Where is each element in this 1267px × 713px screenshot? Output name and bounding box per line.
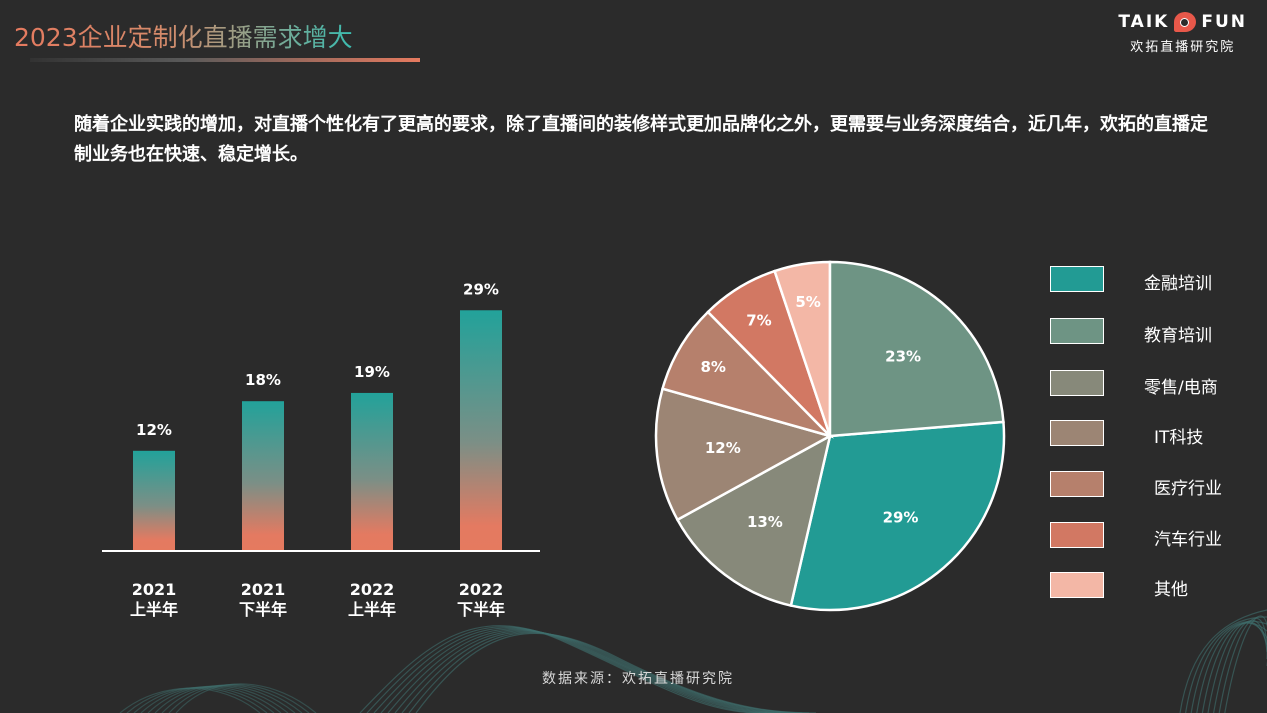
pie-slice [675,433,832,608]
pie-slice [789,420,1006,612]
title-underline [30,58,420,62]
wave-line [154,684,296,713]
pie-value-label: 13% [747,513,783,531]
pie-slice [828,260,1005,438]
legend-swatch [1050,370,1104,396]
wave-line [1213,619,1267,713]
legend-swatch [1050,266,1104,292]
legend-label: 医疗行业 [1154,479,1222,499]
legend-label: 其他 [1154,580,1188,600]
wave-line [126,687,268,713]
legend-swatch [1050,522,1104,548]
x-tick-label: 2022 [350,580,395,599]
x-tick-label: 2021 [241,580,286,599]
pie-slice [661,310,835,439]
legend-label: IT科技 [1154,428,1204,448]
pie-value-label: 29% [883,509,919,527]
wave-line [1224,615,1267,713]
x-tick-label: 下半年 [457,600,505,619]
pie-chart: 29% 13% 12% 8% 7% 5% 23% [654,260,1006,612]
wave-line [161,684,303,713]
bar-value-label: 19% [354,363,390,381]
pie-value-label: 23% [885,348,921,366]
legend-item: 金融培训 [1050,266,1250,294]
legend-swatch [1050,471,1104,497]
wave-line [175,683,317,713]
logo-wordmark: TAIK FUN [1118,12,1247,32]
legend-item: 汽车行业 [1050,522,1250,550]
intro-paragraph: 随着企业实践的增加，对直播个性化有了更高的要求，除了直播间的装修样式更加品牌化之… [74,114,1208,165]
bar [242,401,284,550]
pie-value-label: 5% [795,293,820,311]
pie-slice [654,387,834,522]
x-tick-label: 下半年 [239,600,287,619]
wave-line [133,686,275,713]
bar [133,450,175,550]
wave-line [1179,609,1267,713]
legend-swatch [1050,572,1104,598]
wave-line [1196,622,1267,713]
bar-value-label: 12% [136,421,172,439]
pie-value-label: 7% [746,311,771,329]
x-tick-label: 上半年 [130,600,178,619]
wave-line [1201,622,1267,713]
brand-logo: TAIK FUN 欢拓直播研究院 [1118,12,1247,55]
wave-line [1190,620,1267,713]
legend-item: 零售/电商 [1050,370,1250,398]
legend-label: 金融培训 [1144,274,1212,294]
wave-line [168,683,310,713]
legend-item: IT科技 [1050,420,1250,448]
legend-item: 其他 [1050,572,1250,600]
bar [460,310,502,550]
bar-value-label: 18% [245,371,281,389]
wave-line [119,687,261,713]
wave-line [1185,616,1267,713]
legend-swatch [1050,318,1104,344]
x-tick-label: 2022 [459,580,504,599]
wave-line [1218,617,1267,713]
pie-value-label: 8% [700,358,725,376]
wave-line [1207,621,1267,713]
x-tick-label: 2021 [132,580,177,599]
pie-value-label: 12% [705,439,741,457]
wave-line [147,685,289,713]
bar [351,392,393,550]
wave-line [140,686,282,713]
logo-text-right: FUN [1201,12,1247,32]
bar-value-label: 29% [463,280,499,298]
logo-bird-icon [1174,12,1197,32]
logo-text-left: TAIK [1118,12,1170,32]
logo-subtitle: 欢拓直播研究院 [1130,40,1236,55]
legend-item: 教育培训 [1050,318,1250,346]
page-title: 2023企业定制化直播需求增大 [14,18,353,54]
legend-label: 零售/电商 [1144,378,1218,398]
x-tick-label: 上半年 [348,600,396,619]
legend-swatch [1050,420,1104,446]
data-source: 数据来源：欢拓直播研究院 [542,671,734,687]
legend-item: 医疗行业 [1050,471,1250,499]
legend-label: 汽车行业 [1154,530,1222,550]
legend-label: 教育培训 [1144,326,1212,346]
